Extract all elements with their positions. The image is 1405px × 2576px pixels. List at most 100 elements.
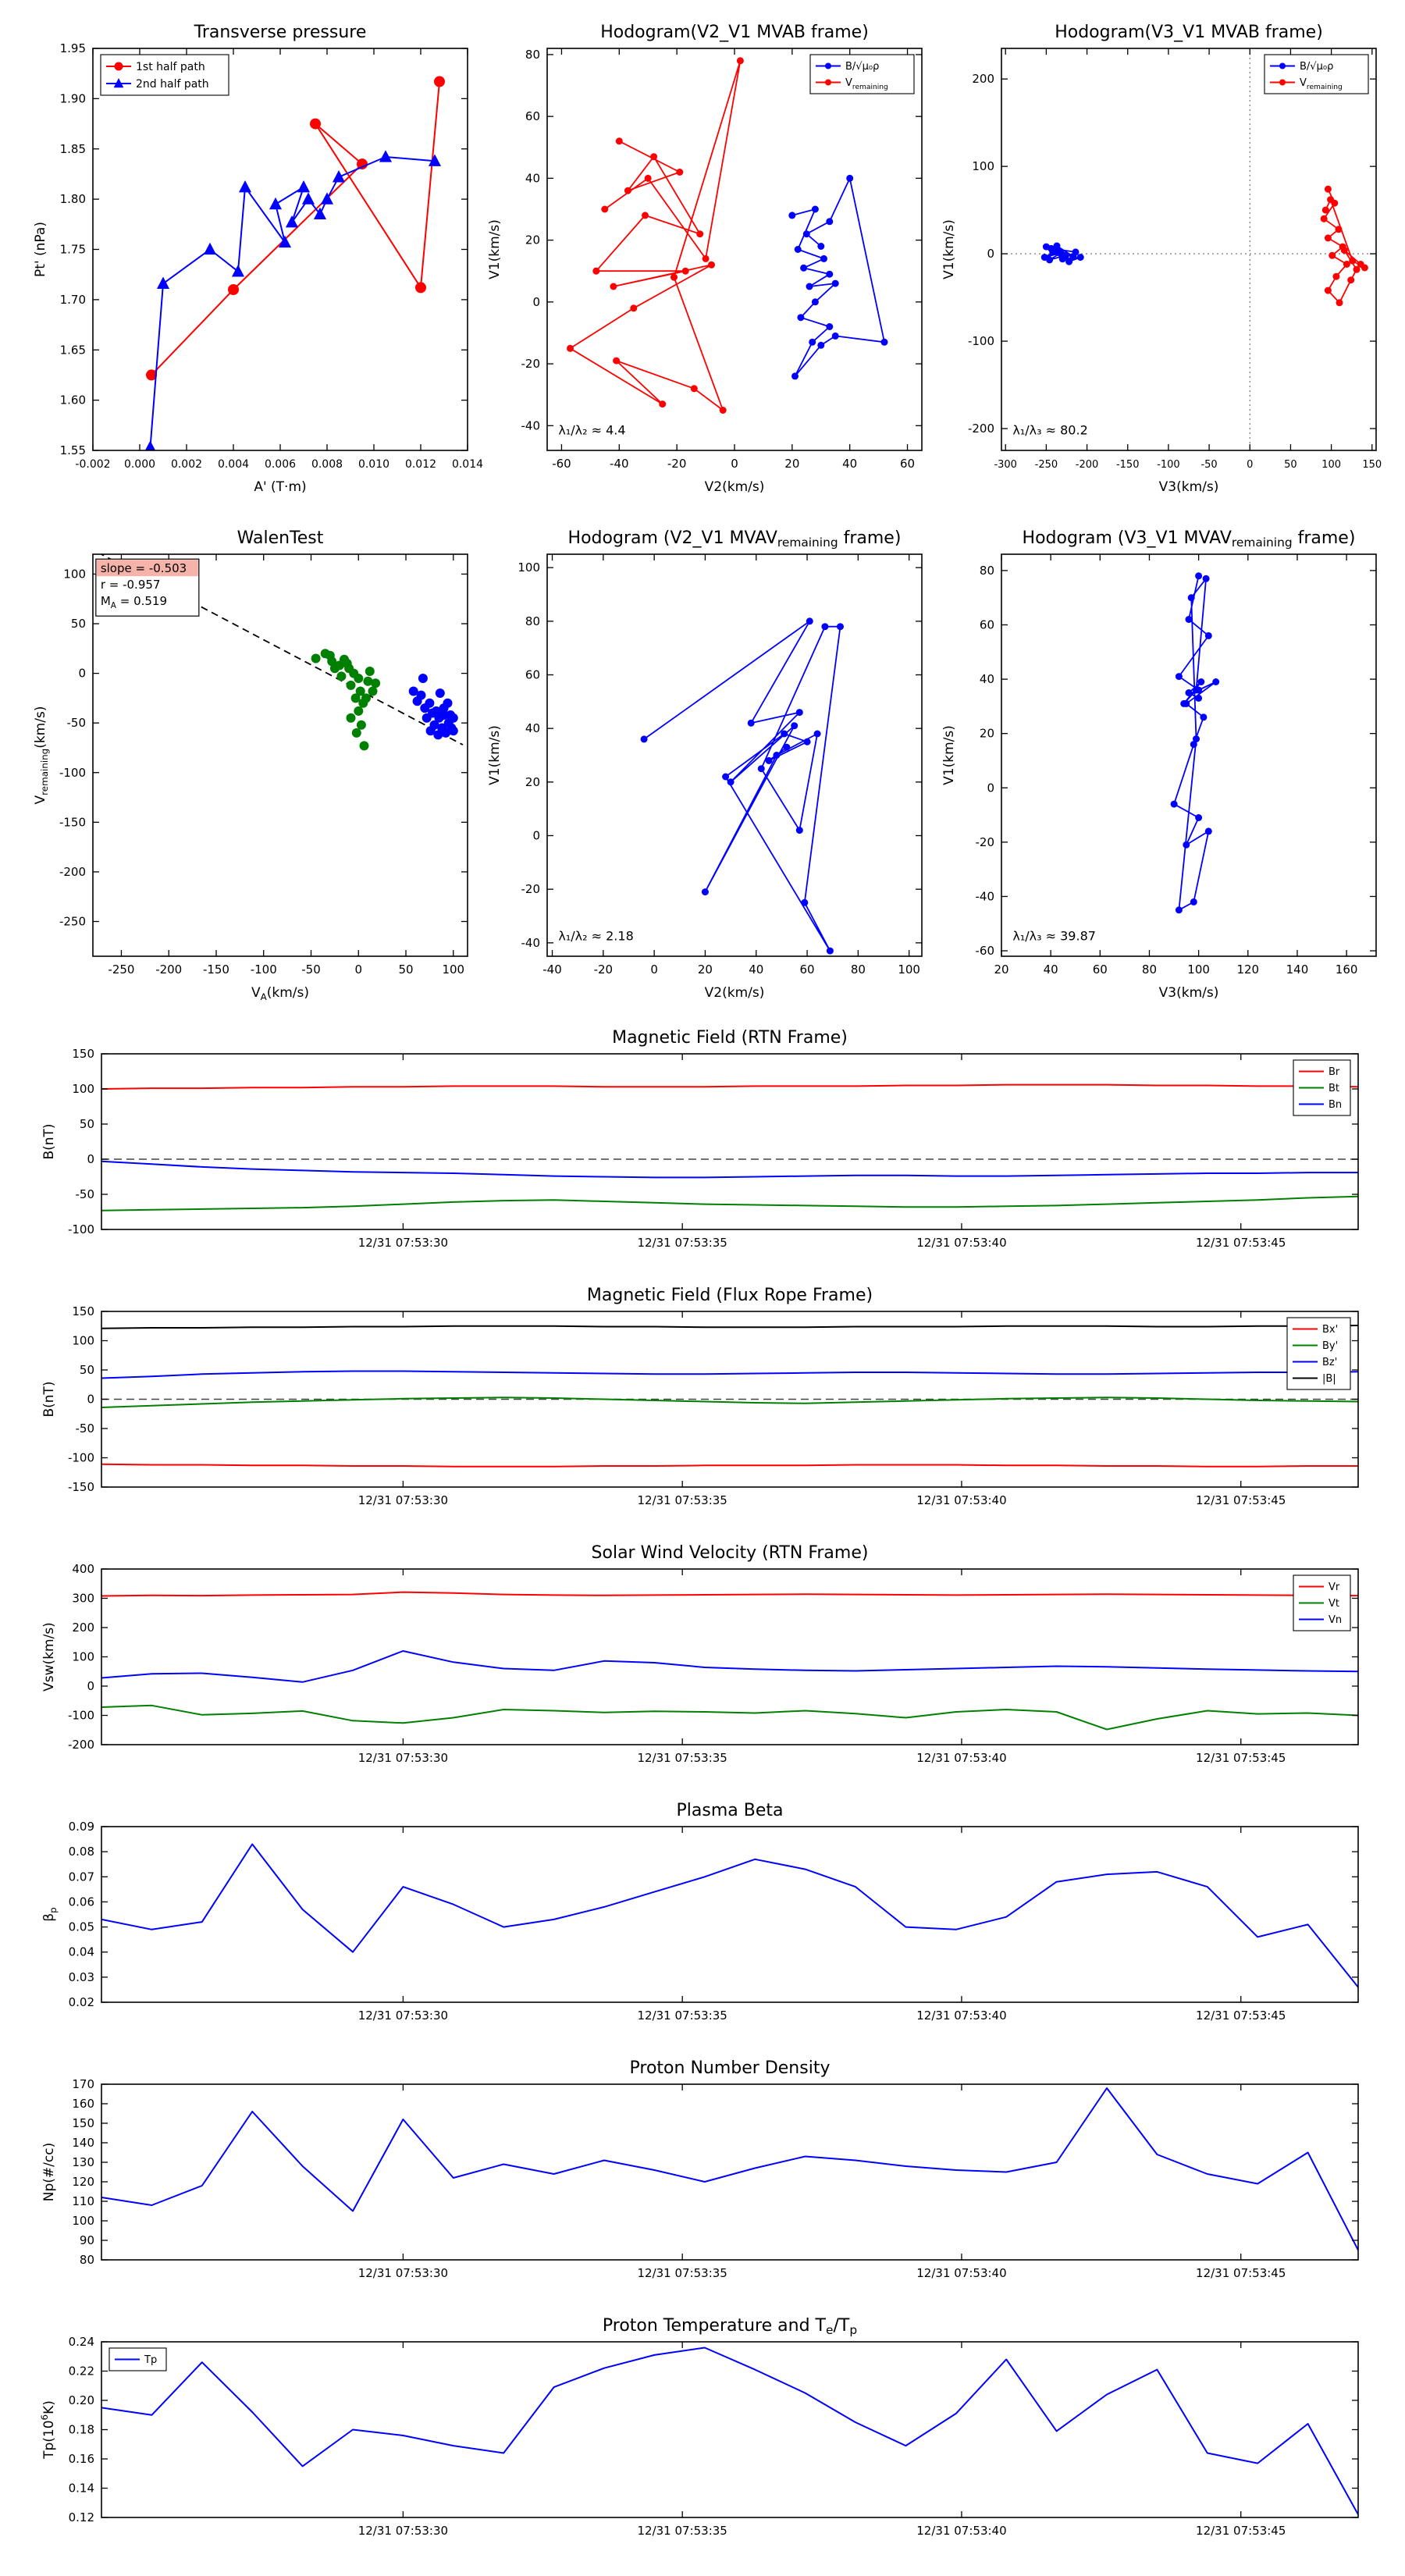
chart-hodogram-v3v1-mvav: 20 40 60 80 100 120 140 160 -60 -40 -20 0 20 40 60 80 Ho… [941,528,1377,1001]
svg-text:-300: -300 [994,459,1017,471]
svg-text:100: 100 [72,1082,94,1096]
svg-text:12/31 07:53:40: 12/31 07:53:40 [916,1236,1006,1250]
legend-label: 2nd half path [136,78,209,91]
chart-title: Solar Wind Velocity (RTN Frame) [592,1543,869,1563]
chart-hodogram-v2v1-mvab: -60 -40 -20 0 20 40 60 -40 -20 0 20 40 60 80 Hodogram(… [487,23,923,495]
chart-plasma-beta: 12/31 07:53:30 12/31 07:53:35 12/31 07:53:… [41,1801,1359,2023]
annotation: λ₁/λ₂ ≈ 2.18 [558,928,633,943]
axes-frame [101,1053,1359,1230]
y-axis-label: B(nT) [41,1123,57,1159]
legend-label: B/√μ₀ρ [845,61,879,73]
svg-text:20: 20 [525,233,540,247]
y-axis: -40 -20 0 20 40 60 80 [521,48,922,432]
svg-text:20: 20 [525,775,540,789]
legend-label: Bx' [1322,1324,1338,1336]
chart-proton-density: 12/31 07:53:30 12/31 07:53:35 12/31 07:53:… [41,2058,1359,2280]
svg-text:120: 120 [72,2175,94,2189]
x-axis-label: A' (T·m) [254,479,306,495]
svg-text:-50: -50 [67,716,87,730]
svg-text:12/31 07:53:45: 12/31 07:53:45 [1196,2008,1286,2023]
chart-transverse-pressure: -0.002 0.000 0.002 0.004 0.006 0.008 0.010 0.01… [33,23,483,495]
y-axis: -40 -20 0 20 40 60 80 100 [518,560,922,950]
svg-text:0.24: 0.24 [69,2335,94,2349]
chart-hodogram-v3v1-mvab: -300 -250 -200 -150 -100 -50 0 50 100 150 -200 -100… [941,23,1382,495]
y-axis: -60 -40 -20 0 20 40 60 80 [976,564,1376,958]
svg-text:0.18: 0.18 [69,2423,94,2437]
y-axis: 1.55 1.60 1.65 1.70 1.75 1.80 1.85 1.90 1.95 [60,41,468,457]
svg-text:0.006: 0.006 [265,458,296,471]
series-group [101,2347,1358,2515]
plot-area [1001,554,1376,956]
svg-text:0.22: 0.22 [69,2364,94,2379]
svg-text:12/31 07:53:35: 12/31 07:53:35 [637,1493,727,1507]
svg-text:0: 0 [650,962,658,977]
svg-text:60: 60 [980,617,994,632]
svg-text:12/31 07:53:30: 12/31 07:53:30 [358,2266,448,2280]
legend-label: Bn [1329,1099,1342,1111]
svg-text:-100: -100 [59,766,86,780]
chart-title: Hodogram (V2_V1 MVAVremaining​ frame) [568,528,902,550]
svg-text:40: 40 [1044,962,1058,977]
svg-text:0.000: 0.000 [124,458,155,471]
series-group [101,1325,1358,1468]
svg-text:-50: -50 [301,962,321,977]
svg-text:100: 100 [72,1334,94,1348]
svg-text:slope = -0.503: slope = -0.503 [101,561,187,575]
svg-text:0.03: 0.03 [69,1970,94,1984]
legend-label: Vt [1329,1598,1339,1610]
axes-frame [101,1826,1359,2003]
series-bx [101,1463,1358,1468]
chart-title: Hodogram (V3_V1 MVAVremaining​ frame) [1023,528,1356,550]
svg-text:400: 400 [72,1562,94,1576]
x-axis: -300 -250 -200 -150 -100 -50 0 50 100 150 [994,48,1382,471]
plot-area [93,48,468,450]
svg-text:-20: -20 [594,962,614,977]
svg-text:100: 100 [972,159,994,173]
chart-title: Magnetic Field (RTN Frame) [612,1028,848,1048]
legend: 1st half path 2nd half path [100,54,229,96]
x-axis: -250 -200 -150 -100 -50 0 50 100 [108,554,464,977]
x-axis-label: V2(km/s) [705,479,765,495]
plot-area [547,554,922,956]
y-axis: -100 -50 0 50 100 150 [68,1047,1358,1236]
legend-label: 1st half path [136,61,205,73]
chart-magnetic-field-fluxrope: 12/31 07:53:30 12/31 07:53:35 12/31 07:53:… [41,1286,1359,1507]
svg-text:12/31 07:53:45: 12/31 07:53:45 [1196,1751,1286,1765]
chart-title: Proton Number Density [630,2058,831,2078]
y-axis-label: V1(km/s) [941,219,957,279]
x-axis: 12/31 07:53:30 12/31 07:53:35 12/31 07:53:… [358,1054,1286,1250]
svg-text:100: 100 [72,2214,94,2228]
svg-text:0.014: 0.014 [452,458,483,471]
svg-text:140: 140 [1286,962,1309,977]
legend: Tp [108,2347,167,2371]
svg-text:-100: -100 [251,962,277,977]
svg-text:12/31 07:53:30: 12/31 07:53:30 [358,2008,448,2023]
svg-text:1.95: 1.95 [60,41,86,55]
annotation: λ₁/λ₂ ≈ 4.4 [558,422,625,437]
svg-text:-150: -150 [1116,459,1140,471]
svg-text:80: 80 [80,2253,94,2267]
svg-text:160: 160 [1336,962,1358,977]
svg-text:100: 100 [898,962,920,977]
svg-text:1.65: 1.65 [60,343,86,357]
svg-text:140: 140 [72,2136,94,2150]
svg-text:-200: -200 [68,1738,94,1752]
svg-text:40: 40 [980,672,994,686]
annotation: λ₁/λ₃ ≈ 80.2 [1012,422,1087,437]
plot-area [93,554,468,956]
svg-text:12/31 07:53:30: 12/31 07:53:30 [358,1751,448,1765]
y-axis: -200 -100 0 100 200 300 400 [68,1562,1358,1752]
y-axis-label: Vsw(km/s) [41,1622,57,1692]
svg-text:-250: -250 [1035,459,1058,471]
plot-area [101,1827,1358,2002]
svg-text:-200: -200 [59,865,86,879]
legend-label: Bz' [1322,1357,1337,1368]
series-by [101,1397,1358,1408]
chart-proton-temperature: 12/31 07:53:30 12/31 07:53:35 12/31 07:53:… [39,2316,1359,2538]
svg-text:0: 0 [532,829,540,843]
annotation: λ₁/λ₃ ≈ 39.87 [1012,928,1096,943]
svg-text:0.14: 0.14 [69,2482,94,2496]
svg-text:50: 50 [80,1117,94,1131]
axes-frame [92,553,468,957]
svg-text:0.012: 0.012 [405,458,436,471]
